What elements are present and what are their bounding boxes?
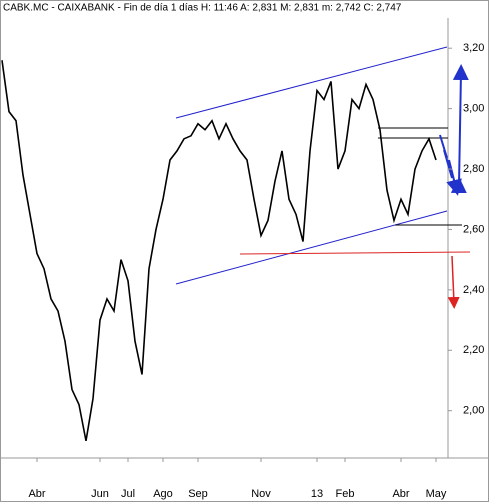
y-tick-label: 2,00 <box>463 405 484 417</box>
annotations <box>175 46 471 309</box>
x-tick-label: Jul <box>121 488 135 500</box>
x-tick-label: 13 <box>311 488 323 500</box>
x-tick-label: Abr <box>28 488 45 500</box>
support-line <box>239 251 471 255</box>
x-tick-label: Jun <box>91 488 109 500</box>
y-tick-label: 2,40 <box>463 284 484 296</box>
price-line <box>1 60 437 442</box>
channel-line <box>175 210 448 285</box>
y-tick-label: 2,20 <box>463 344 484 356</box>
x-tick-label: Nov <box>251 488 271 500</box>
y-tick-label: 2,80 <box>463 163 484 175</box>
x-tick-label: Abr <box>392 488 409 500</box>
arrow <box>447 255 460 309</box>
x-tick-label: Feb <box>336 488 355 500</box>
x-tick-label: Ago <box>153 488 173 500</box>
chart-title: CABK.MC - CAIXABANK - Fin de día 1 días … <box>3 3 402 14</box>
y-tick-label: 2,60 <box>463 223 484 235</box>
arrow <box>450 64 469 194</box>
arrow <box>439 134 462 196</box>
channel-line <box>175 46 448 119</box>
y-tick-label: 3,00 <box>463 103 484 115</box>
y-tick-label: 3,20 <box>463 42 484 54</box>
x-tick-label: Sep <box>188 488 208 500</box>
x-tick-label: May <box>426 488 447 500</box>
